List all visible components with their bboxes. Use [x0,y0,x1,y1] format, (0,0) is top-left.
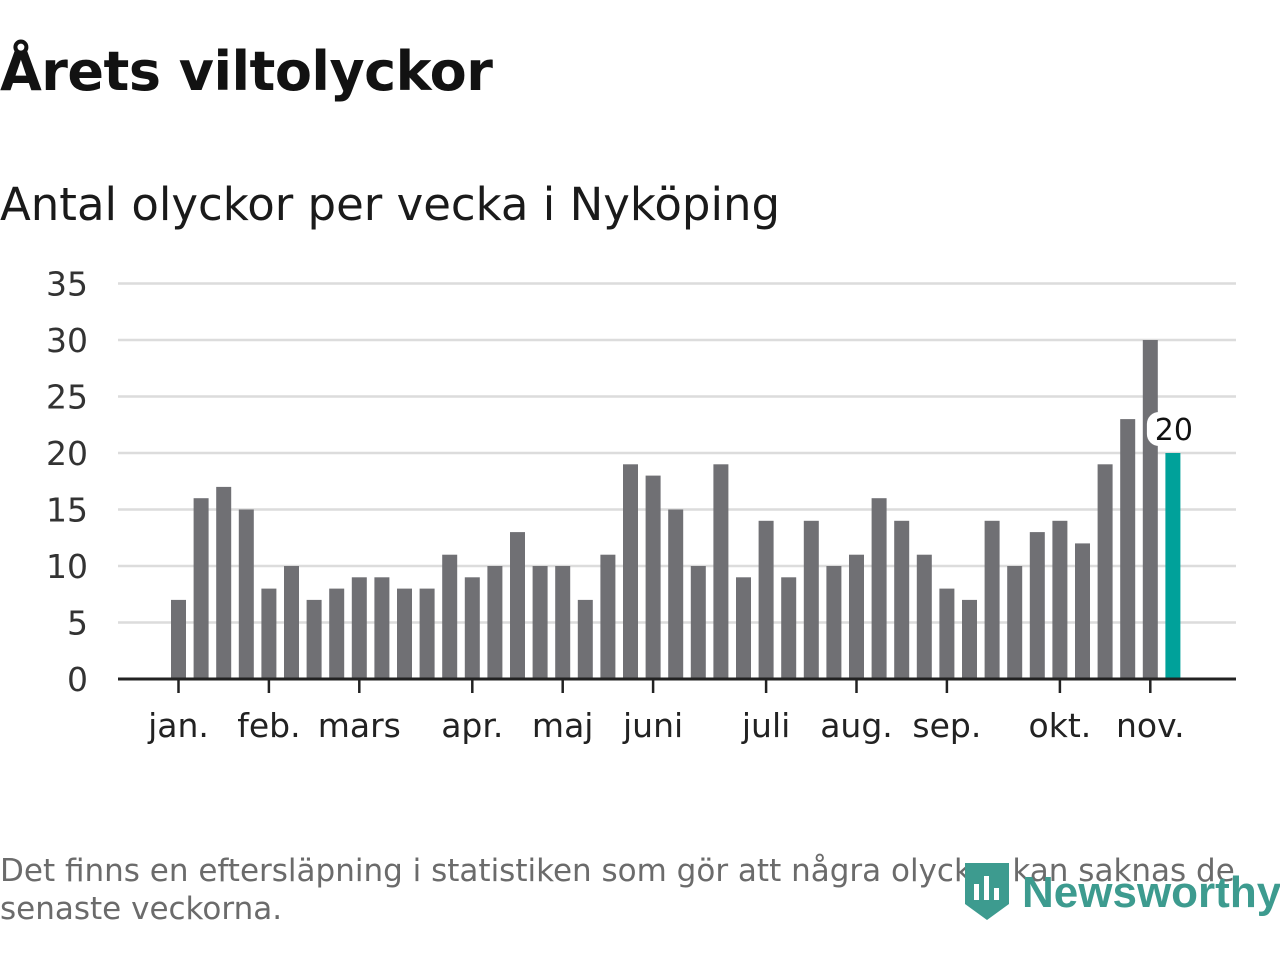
bar [351,577,367,679]
bar [713,464,729,679]
bar [1007,566,1023,679]
brand-name: Newsworthy [1022,868,1280,917]
chart-subtitle: Antal olyckor per vecka i Nyköping [0,178,781,231]
bar [193,498,209,679]
newsworthy-logo: Newsworthy [962,860,1280,926]
bar [329,588,345,679]
x-tick-label: okt. [1029,706,1092,745]
bar [1075,543,1090,679]
bar [464,577,480,679]
bar [826,566,842,679]
bar [306,599,322,679]
x-tick-label: jan. [147,706,209,745]
x-tick-label: apr. [441,706,503,745]
chart-title: Årets viltolyckor [0,40,493,103]
data-label: 20 [1155,413,1193,448]
bar [871,498,887,679]
bar [238,509,254,679]
bar [555,566,571,679]
bars [171,340,1181,679]
data-labels: 20 [1146,412,1201,448]
bar [668,509,684,679]
bar [419,588,435,679]
y-tick-label: 0 [67,660,88,699]
bar [374,577,390,679]
bar [577,599,593,679]
bar [894,520,910,679]
y-axis-ticks: 0 5 10 15 20 25 30 35 [46,265,88,700]
bar [690,566,706,679]
bar [758,520,774,679]
x-tick-label: sep. [912,706,981,745]
y-tick-label: 20 [46,434,88,473]
bar [261,588,277,679]
bar [623,464,638,679]
x-tick-label: juni [622,706,683,745]
x-axis-ticks: jan. feb. mars apr. maj juni juli aug. sep. okt. n… [147,679,1185,745]
bar-chart: 0 5 10 15 20 25 30 35 jan. feb. mars apr. maj juni ju… [46,265,1236,745]
y-tick-label: 35 [46,265,88,304]
bar [171,599,186,679]
y-tick-label: 10 [46,547,88,586]
bar [216,486,232,679]
bar [532,566,548,679]
bar [442,554,458,679]
bar [849,554,864,679]
bar [600,554,616,679]
x-tick-label: juli [741,706,790,745]
bar [939,588,955,679]
y-tick-label: 30 [46,321,88,360]
x-tick-label: nov. [1116,706,1185,745]
bar [1052,520,1068,679]
bar [1029,532,1045,679]
bar [510,532,525,679]
bar [736,577,751,679]
highlight-bar [1165,453,1181,679]
x-tick-label: maj [532,706,594,745]
x-tick-label: aug. [820,706,893,745]
bar [397,588,412,679]
bar [984,520,1000,679]
bar [1142,340,1158,679]
bar [916,554,932,679]
x-tick-label: feb. [237,706,300,745]
data-label-background [1146,412,1201,446]
footnote: Det finns en eftersläpning i statistiken… [0,853,1235,927]
bar [962,599,977,679]
bar [781,577,797,679]
bar [803,520,819,679]
y-tick-label: 15 [46,491,88,530]
bar [645,475,661,679]
y-tick-label: 25 [46,378,88,417]
newsworthy-logo-icon [962,860,1012,926]
bar [284,566,299,679]
bar [1097,464,1113,679]
bar [487,566,503,679]
y-tick-label: 5 [67,604,88,643]
bar [1120,419,1136,679]
x-tick-label: mars [318,706,401,745]
